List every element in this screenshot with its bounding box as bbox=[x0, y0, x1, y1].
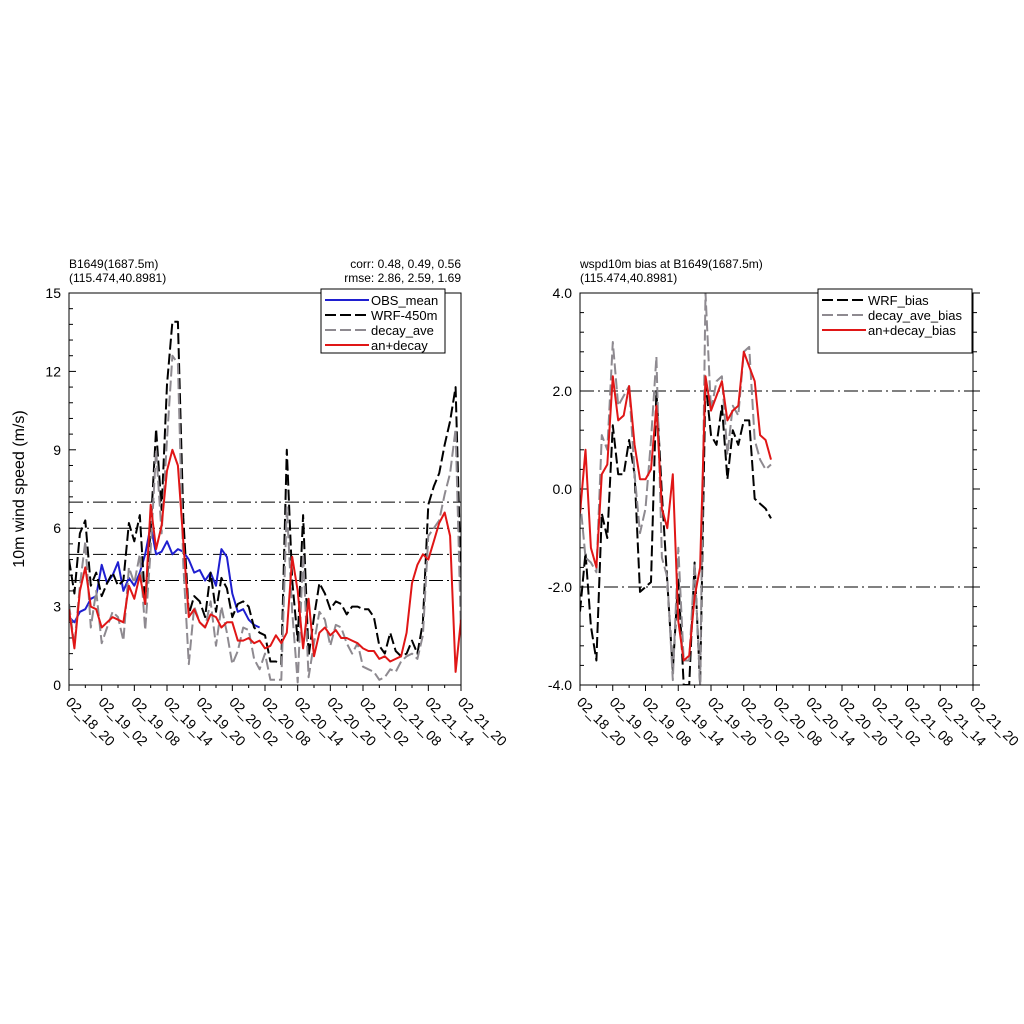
y-axis-label: 10m wind speed (m/s) bbox=[11, 410, 28, 567]
y-tick-label: -2.0 bbox=[548, 579, 572, 595]
y-tick-label: 3 bbox=[53, 599, 61, 615]
series-line-an-decay-bias bbox=[580, 350, 772, 662]
title-right-line-1: rmse: 2.86, 2.59, 1.69 bbox=[344, 271, 461, 285]
title-right-line-0: corr: 0.48, 0.49, 0.56 bbox=[350, 257, 461, 271]
legend-label: WRF_bias bbox=[868, 293, 929, 308]
series-line-decay-ave bbox=[69, 354, 461, 684]
legend-label: an+decay bbox=[371, 338, 428, 353]
series-line-decay-ave-bias bbox=[580, 293, 772, 685]
series-line-obs-mean bbox=[69, 524, 261, 629]
y-tick-label: 15 bbox=[45, 285, 61, 301]
wind-speed-panel: B1649(1687.5m)(115.474,40.8981) corr: 0.4… bbox=[11, 257, 510, 749]
title-left-line-1: (115.474,40.8981) bbox=[69, 271, 166, 285]
legend-label: an+decay_bias bbox=[868, 323, 956, 338]
series-line-wrf-bias bbox=[580, 380, 772, 685]
plot-frame bbox=[68, 292, 462, 686]
series-line-wrf-450m bbox=[69, 320, 461, 666]
y-tick-label: 0 bbox=[53, 677, 61, 693]
y-tick-label: 6 bbox=[53, 520, 61, 536]
y-tick-label: 4.0 bbox=[553, 285, 573, 301]
title-left-line-0: B1649(1687.5m) bbox=[69, 257, 158, 271]
legend-label: OBS_mean bbox=[371, 293, 438, 308]
y-tick-label: 9 bbox=[53, 442, 61, 458]
y-tick-label: 2.0 bbox=[553, 383, 573, 399]
legend-label: decay_ave bbox=[371, 323, 434, 338]
y-tick-label: 0.0 bbox=[553, 481, 573, 497]
title-left-line-0: wspd10m bias at B1649(1687.5m) bbox=[579, 257, 763, 271]
plot-frame bbox=[579, 292, 974, 686]
series-line-an-decay bbox=[69, 448, 461, 673]
legend-label: decay_ave_bias bbox=[868, 308, 962, 323]
y-tick-label: -4.0 bbox=[548, 677, 572, 693]
wind-bias-panel: wspd10m bias at B1649(1687.5m)(115.474,4… bbox=[548, 257, 1023, 749]
title-left-line-1: (115.474,40.8981) bbox=[580, 271, 677, 285]
legend-label: WRF-450m bbox=[371, 308, 437, 323]
y-tick-label: 12 bbox=[45, 363, 61, 379]
